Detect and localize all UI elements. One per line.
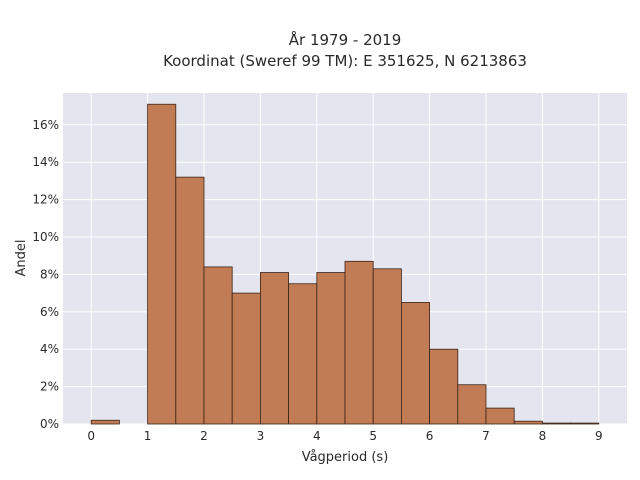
- y-tick-label: 14%: [32, 155, 59, 169]
- y-tick-labels: 0% 2% 4% 6% 8% 10% 12% 14% 16%: [32, 118, 59, 431]
- y-tick-label: 8%: [40, 267, 59, 281]
- x-tick-label: 5: [369, 429, 377, 443]
- histogram-bar: [344, 260, 374, 425]
- bars: [90, 103, 600, 425]
- histogram-bar: [570, 422, 600, 425]
- x-tick-label: 3: [257, 429, 265, 443]
- histogram-bar: [175, 176, 205, 425]
- x-tick-label: 9: [595, 429, 603, 443]
- histogram-bar: [203, 266, 233, 425]
- x-axis-label: Vågperiod (s): [302, 450, 389, 465]
- histogram-bar: [485, 407, 515, 425]
- x-tick-label: 7: [482, 429, 490, 443]
- histogram-bar: [288, 283, 318, 425]
- y-tick-label: 4%: [40, 342, 59, 356]
- y-tick-label: 16%: [32, 118, 59, 132]
- histogram-bar: [542, 422, 572, 425]
- chart-title-line-2: Koordinat (Sweref 99 TM): E 351625, N 62…: [163, 52, 527, 70]
- x-tick-label: 6: [426, 429, 434, 443]
- y-tick-label: 10%: [32, 230, 59, 244]
- histogram-bar: [513, 420, 543, 425]
- x-tick-label: 4: [313, 429, 321, 443]
- histogram-bar: [457, 384, 487, 425]
- histogram-bar: [400, 302, 430, 425]
- histogram-bar: [231, 292, 261, 425]
- x-tick-label: 1: [144, 429, 152, 443]
- y-axis-label: Andel: [14, 240, 29, 277]
- x-tick-labels: 0 1 2 3 4 5 6 7 8 9: [87, 429, 602, 443]
- histogram-bar: [259, 272, 289, 425]
- histogram-bar: [147, 103, 177, 425]
- chart-title: År 1979 - 2019 Koordinat (Sweref 99 TM):…: [163, 30, 527, 70]
- x-tick-label: 8: [539, 429, 547, 443]
- x-tick-label: 2: [200, 429, 208, 443]
- y-tick-label: 0%: [40, 417, 59, 431]
- y-tick-label: 2%: [40, 380, 59, 394]
- histogram-bar: [429, 348, 459, 425]
- histogram-bar: [316, 272, 346, 425]
- histogram-bar: [90, 419, 120, 425]
- histogram-bar: [372, 268, 402, 425]
- chart-title-line-1: År 1979 - 2019: [289, 30, 402, 49]
- y-tick-label: 6%: [40, 305, 59, 319]
- x-tick-label: 0: [87, 429, 95, 443]
- y-tick-label: 12%: [32, 193, 59, 207]
